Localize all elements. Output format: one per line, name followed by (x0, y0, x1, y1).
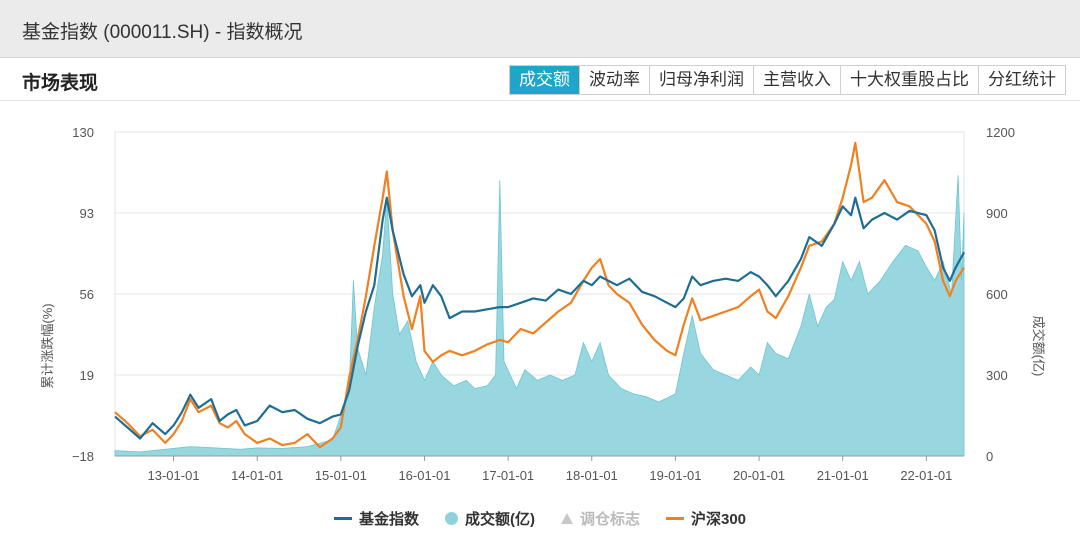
x-tick-label: 15-01-01 (315, 468, 367, 483)
y2-tick-label: 600 (986, 287, 1008, 302)
legend-label: 成交额(亿) (464, 511, 535, 528)
x-tick-label: 20-01-01 (733, 468, 785, 483)
legend-label: 基金指数 (358, 511, 419, 528)
y-tick-label: −18 (72, 449, 94, 464)
legend-item-volume[interactable]: 成交额(亿) (444, 508, 535, 529)
chart-legend: 基金指数 成交额(亿) 调仓标志 沪深300 (0, 508, 1080, 529)
volume-area-layer (114, 175, 965, 457)
tab-volume[interactable]: 成交额 (510, 66, 579, 94)
y2-tick-label: 0 (986, 449, 993, 464)
y2-tick-label: 1200 (986, 125, 1015, 140)
volume-area (114, 175, 965, 457)
tab-volatility[interactable]: 波动率 (579, 66, 649, 94)
y-tick-label: 56 (80, 287, 94, 302)
legend-label: 沪深300 (691, 511, 747, 528)
header-bar: 基金指数 (000011.SH) - 指数概况 (0, 0, 1080, 58)
legend-item-hs300[interactable]: 沪深300 (666, 508, 746, 529)
tab-dividends[interactable]: 分红统计 (978, 66, 1065, 94)
y-tick-label: 19 (80, 368, 94, 383)
axis-layer: 130 1200 93 900 56 600 19 300 −18 0 13-01-01 14-01-… (72, 125, 1015, 483)
x-tick-label: 17-01-01 (482, 468, 534, 483)
x-tick-label: 14-01-01 (231, 468, 283, 483)
page-title: 基金指数 (000011.SH) - 指数概况 (22, 22, 303, 43)
y-axis-label: 累计涨跌幅(%) (40, 303, 55, 388)
tab-revenue[interactable]: 主营收入 (753, 66, 840, 94)
line-swatch-icon (333, 517, 352, 520)
triangle-swatch-icon (560, 513, 573, 524)
y-tick-label: 130 (72, 125, 94, 140)
section-title: 市场表现 (22, 73, 99, 94)
y2-tick-label: 300 (986, 368, 1008, 383)
y2-axis-label: 成交额(亿) (1031, 316, 1046, 377)
tab-top10-weight[interactable]: 十大权重股占比 (840, 66, 978, 94)
y2-tick-label: 900 (986, 206, 1008, 221)
x-tick-label: 16-01-01 (398, 468, 450, 483)
section-divider (0, 100, 1080, 101)
performance-chart: 130 1200 93 900 56 600 19 300 −18 0 13-01-01 14-01-… (40, 125, 1046, 483)
tab-net-profit[interactable]: 归母净利润 (649, 66, 753, 94)
x-tick-label: 21-01-01 (817, 468, 869, 483)
line-swatch-icon (666, 517, 684, 520)
dot-swatch-icon (444, 512, 458, 525)
x-tick-label: 19-01-01 (649, 468, 701, 483)
x-tick-label: 13-01-01 (148, 468, 200, 483)
x-tick-label: 18-01-01 (566, 468, 618, 483)
line-layer (114, 141, 965, 449)
legend-item-rebalance[interactable]: 调仓标志 (560, 508, 640, 529)
x-tick-label: 22-01-01 (900, 468, 952, 483)
legend-item-fund[interactable]: 基金指数 (333, 508, 419, 529)
fund-index-line (114, 196, 965, 440)
legend-label: 调仓标志 (579, 511, 640, 528)
metric-tabs: 成交额 波动率 归母净利润 主营收入 十大权重股占比 分红统计 (509, 65, 1066, 95)
y-tick-label: 93 (80, 206, 94, 221)
